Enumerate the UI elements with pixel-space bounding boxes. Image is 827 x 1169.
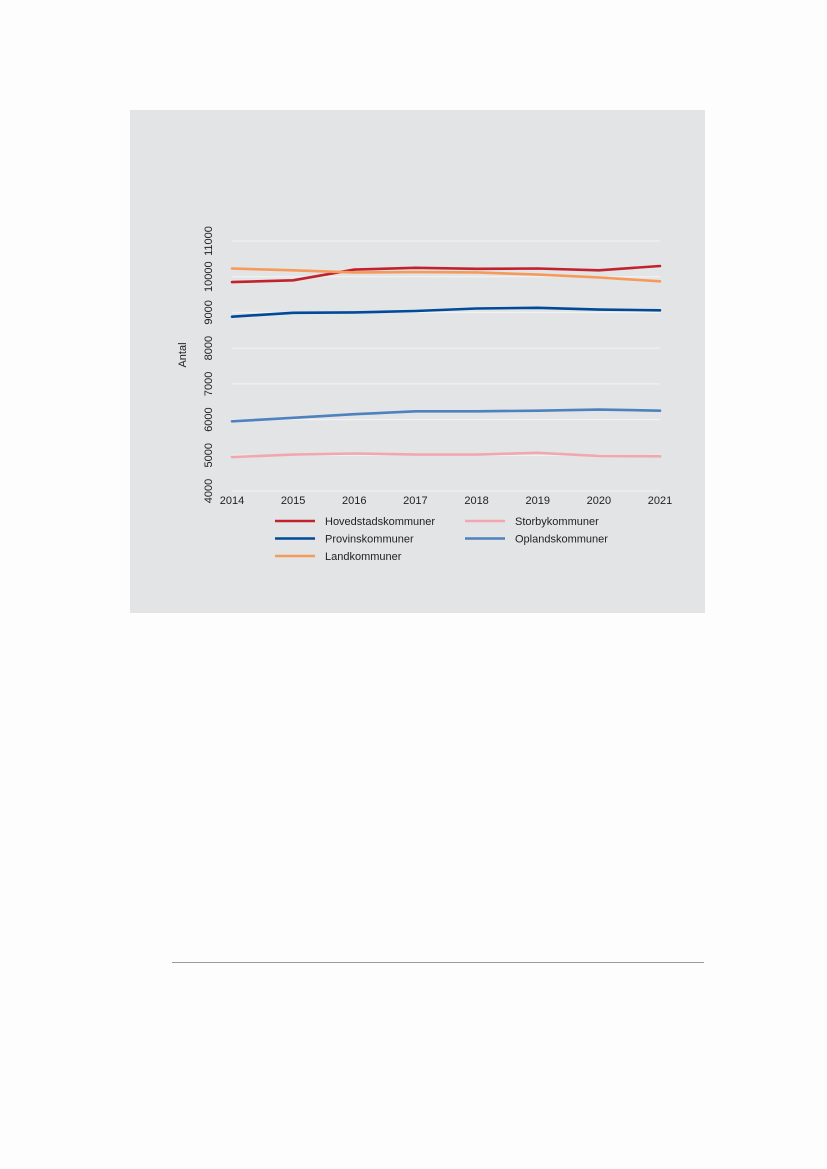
y-tick-label: 5000 bbox=[203, 443, 215, 467]
x-tick-labels: 2014 2015 2016 2017 2018 2019 2020 2021 bbox=[220, 495, 672, 507]
x-tick-label: 2014 bbox=[220, 495, 244, 507]
x-tick-label: 2021 bbox=[648, 495, 672, 507]
series-line-landkommuner bbox=[230, 267, 662, 283]
x-tick-label: 2016 bbox=[342, 495, 366, 507]
legend-label: Landkommuner bbox=[325, 551, 402, 563]
y-tick-label: 6000 bbox=[203, 407, 215, 431]
chart-panel: 4000 5000 6000 7000 8000 9000 10000 11000 2014 2… bbox=[130, 110, 705, 613]
y-tick-label: 11000 bbox=[203, 226, 215, 256]
y-tick-label: 7000 bbox=[203, 372, 215, 396]
legend-label: Hovedstadskommuner bbox=[325, 516, 435, 528]
x-tick-label: 2015 bbox=[281, 495, 305, 507]
y-tick-label: 4000 bbox=[203, 479, 215, 503]
x-tick-label: 2017 bbox=[403, 495, 427, 507]
y-axis-title: Antal bbox=[177, 342, 189, 367]
legend-label: Storbykommuner bbox=[515, 516, 599, 528]
x-tick-label: 2020 bbox=[587, 495, 611, 507]
legend-label: Provinskommuner bbox=[325, 534, 414, 546]
y-tick-label: 8000 bbox=[203, 336, 215, 360]
y-tick-labels: 4000 5000 6000 7000 8000 9000 10000 11000 bbox=[203, 226, 215, 503]
y-tick-label: 10000 bbox=[203, 261, 215, 292]
series-line-hovedstadskommuner bbox=[230, 264, 662, 284]
x-tick-label: 2018 bbox=[464, 495, 488, 507]
series-lines bbox=[230, 264, 662, 459]
legend-label: Oplandskommuner bbox=[515, 534, 608, 546]
legend: Hovedstadskommuner Storbykommuner Provinsk… bbox=[275, 516, 608, 563]
series-line-provinskommuner bbox=[230, 306, 662, 319]
footnote-divider bbox=[172, 962, 704, 963]
series-line-storbykommuner bbox=[230, 451, 662, 459]
y-tick-label: 9000 bbox=[203, 300, 215, 324]
x-tick-label: 2019 bbox=[525, 495, 549, 507]
series-line-oplandskommuner bbox=[230, 408, 662, 423]
